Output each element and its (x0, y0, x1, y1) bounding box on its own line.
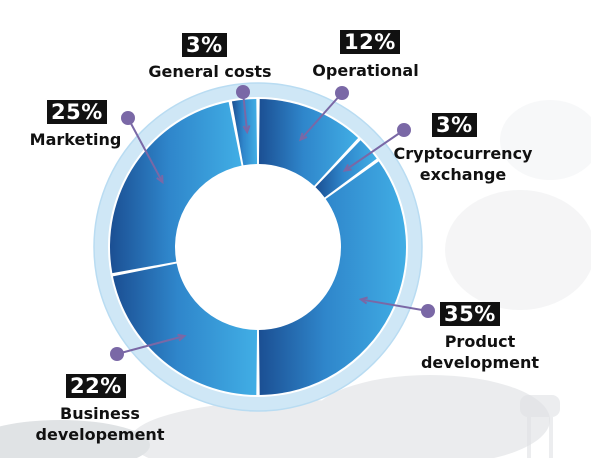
leader-line-cryptocurrency-exchange (344, 129, 405, 172)
slice-general-costs (231, 99, 258, 166)
leader-dot-marketing (121, 111, 135, 125)
pct-label-product-development: 35% (440, 302, 500, 326)
leader-arrow-general-costs (242, 125, 251, 135)
category-label-line: Cryptocurrency (393, 144, 533, 163)
category-label-line: Operational (312, 61, 419, 80)
leader-line-product-development (360, 298, 429, 312)
leader-line-operational (299, 92, 343, 141)
leader-arrow-business-developement (177, 333, 187, 342)
background-clouds (0, 100, 591, 462)
category-label-line: Business (60, 404, 140, 423)
leader-dot-business-developement (110, 347, 124, 361)
slice-business-developement (112, 263, 258, 395)
slice-operational (258, 99, 359, 186)
leader-arrow-marketing (156, 175, 164, 185)
category-label-business-developement: Business developement (30, 403, 170, 445)
outer-ring (94, 83, 422, 411)
leader-arrow-cryptocurrency-exchange (342, 164, 352, 172)
category-label-line: exchange (419, 165, 507, 184)
pct-label-business-developement: 22% (66, 374, 126, 398)
leader-dot-cryptocurrency-exchange (397, 123, 411, 137)
leader-dot-general-costs (236, 85, 250, 99)
leader-dot-product-development (421, 304, 435, 318)
water-tower (520, 395, 560, 458)
pct-label-cryptocurrency-exchange: 3% (432, 113, 477, 137)
category-label-general-costs: General costs (145, 61, 275, 82)
category-label-cryptocurrency-exchange: Cryptocurrency exchange (388, 143, 538, 185)
slice-marketing (110, 101, 242, 274)
leader-arrow-product-development (358, 296, 368, 305)
category-label-line: development (420, 353, 540, 372)
leader-line-marketing (127, 117, 164, 183)
category-label-line: developement (35, 425, 165, 444)
pct-label-operational: 12% (340, 30, 400, 54)
leader-arrow-operational (298, 132, 308, 142)
slice-product-development (258, 161, 407, 395)
category-label-line: Marketing (29, 130, 122, 149)
pct-label-general-costs: 3% (182, 33, 227, 57)
category-label-line: Product (444, 332, 516, 351)
outer-ring-edge (93, 82, 423, 412)
category-label-product-development: Product development (405, 331, 555, 373)
category-label-marketing: Marketing (28, 129, 123, 150)
leader-line-business-developement (116, 335, 185, 355)
category-label-line: General costs (148, 62, 272, 81)
category-label-operational: Operational (308, 60, 423, 81)
pct-label-marketing: 25% (47, 100, 107, 124)
leader-dot-operational (335, 86, 349, 100)
